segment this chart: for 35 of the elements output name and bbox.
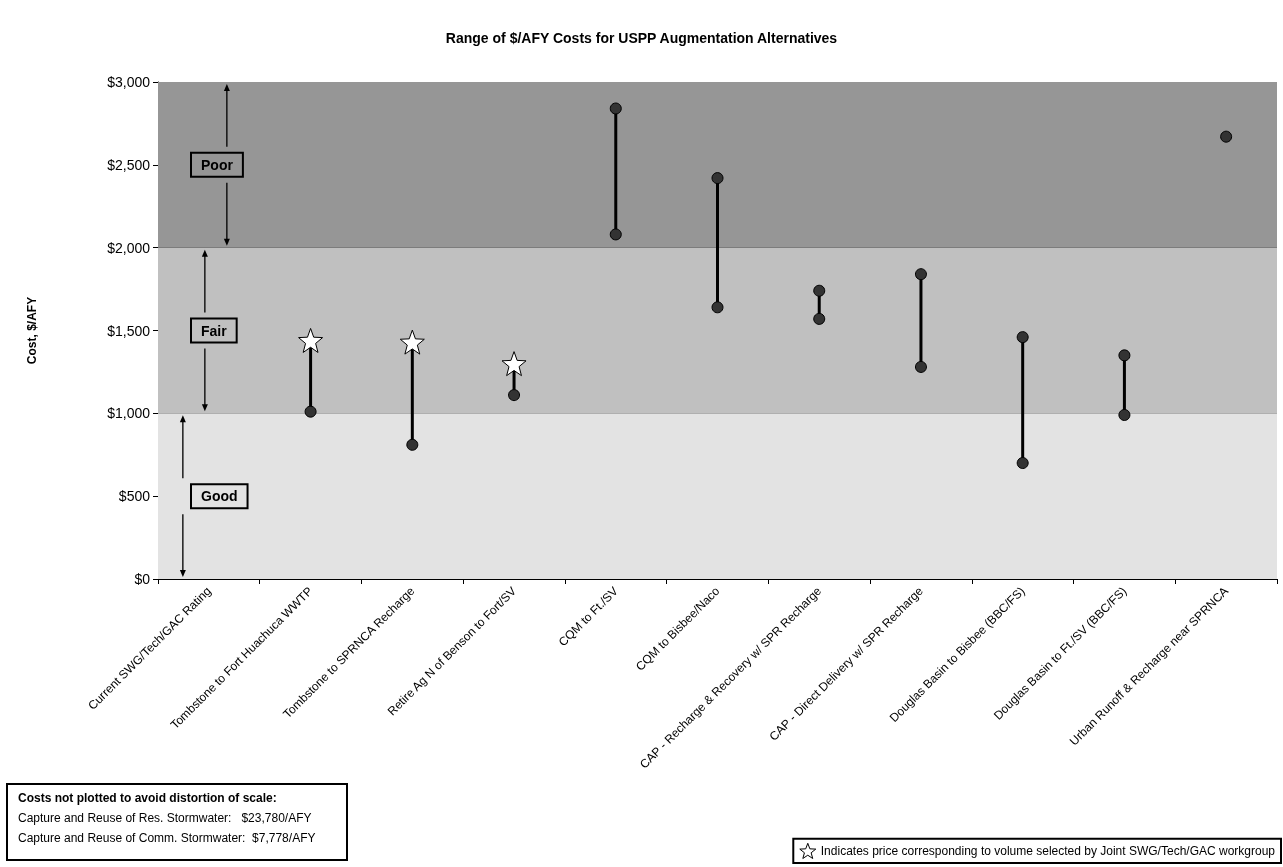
point (711, 301, 724, 314)
band-label: Fair (201, 322, 228, 339)
point (1118, 408, 1131, 421)
y-tick-label: $1,500 (107, 322, 151, 339)
legend-label: Indicates price corresponding to volume selected by Joint SWG/Tech/GAC workgroup (820, 843, 1276, 858)
point (508, 389, 521, 402)
chart-title: Range of $/AFY Costs for USPP Augmentation Alternatives (445, 30, 838, 46)
point (711, 172, 724, 185)
y-axis-title: Cost, $/AFY (25, 296, 39, 365)
point (813, 284, 826, 297)
point (406, 438, 419, 451)
text: Capture and Reuse of Comm. Stormwater: $7,778/AFY (18, 831, 316, 845)
point (399, 329, 425, 355)
y-tick-label: $2,500 (107, 156, 151, 173)
band-label: Poor (201, 156, 234, 173)
point (914, 360, 927, 373)
point (1016, 331, 1029, 344)
point (813, 312, 826, 325)
point (1220, 130, 1233, 143)
y-tick-label: $1,000 (107, 405, 151, 422)
point (609, 102, 622, 115)
point (1118, 349, 1131, 362)
point (304, 405, 317, 418)
y-tick-label: $0 (134, 571, 151, 587)
y-tick-label: $2,000 (107, 239, 151, 256)
y-tick-label: $3,000 (107, 74, 151, 90)
point (1016, 457, 1029, 470)
text: Capture and Reuse of Res. Stormwater: $23,780/AFY (18, 811, 312, 825)
y-tick-label: $500 (118, 488, 151, 505)
point (609, 228, 622, 241)
point (298, 327, 324, 353)
text: Costs not plotted to avoid distortion of scale: (18, 791, 277, 805)
point (501, 351, 527, 377)
band-label: Good (201, 488, 238, 505)
point (914, 268, 927, 281)
